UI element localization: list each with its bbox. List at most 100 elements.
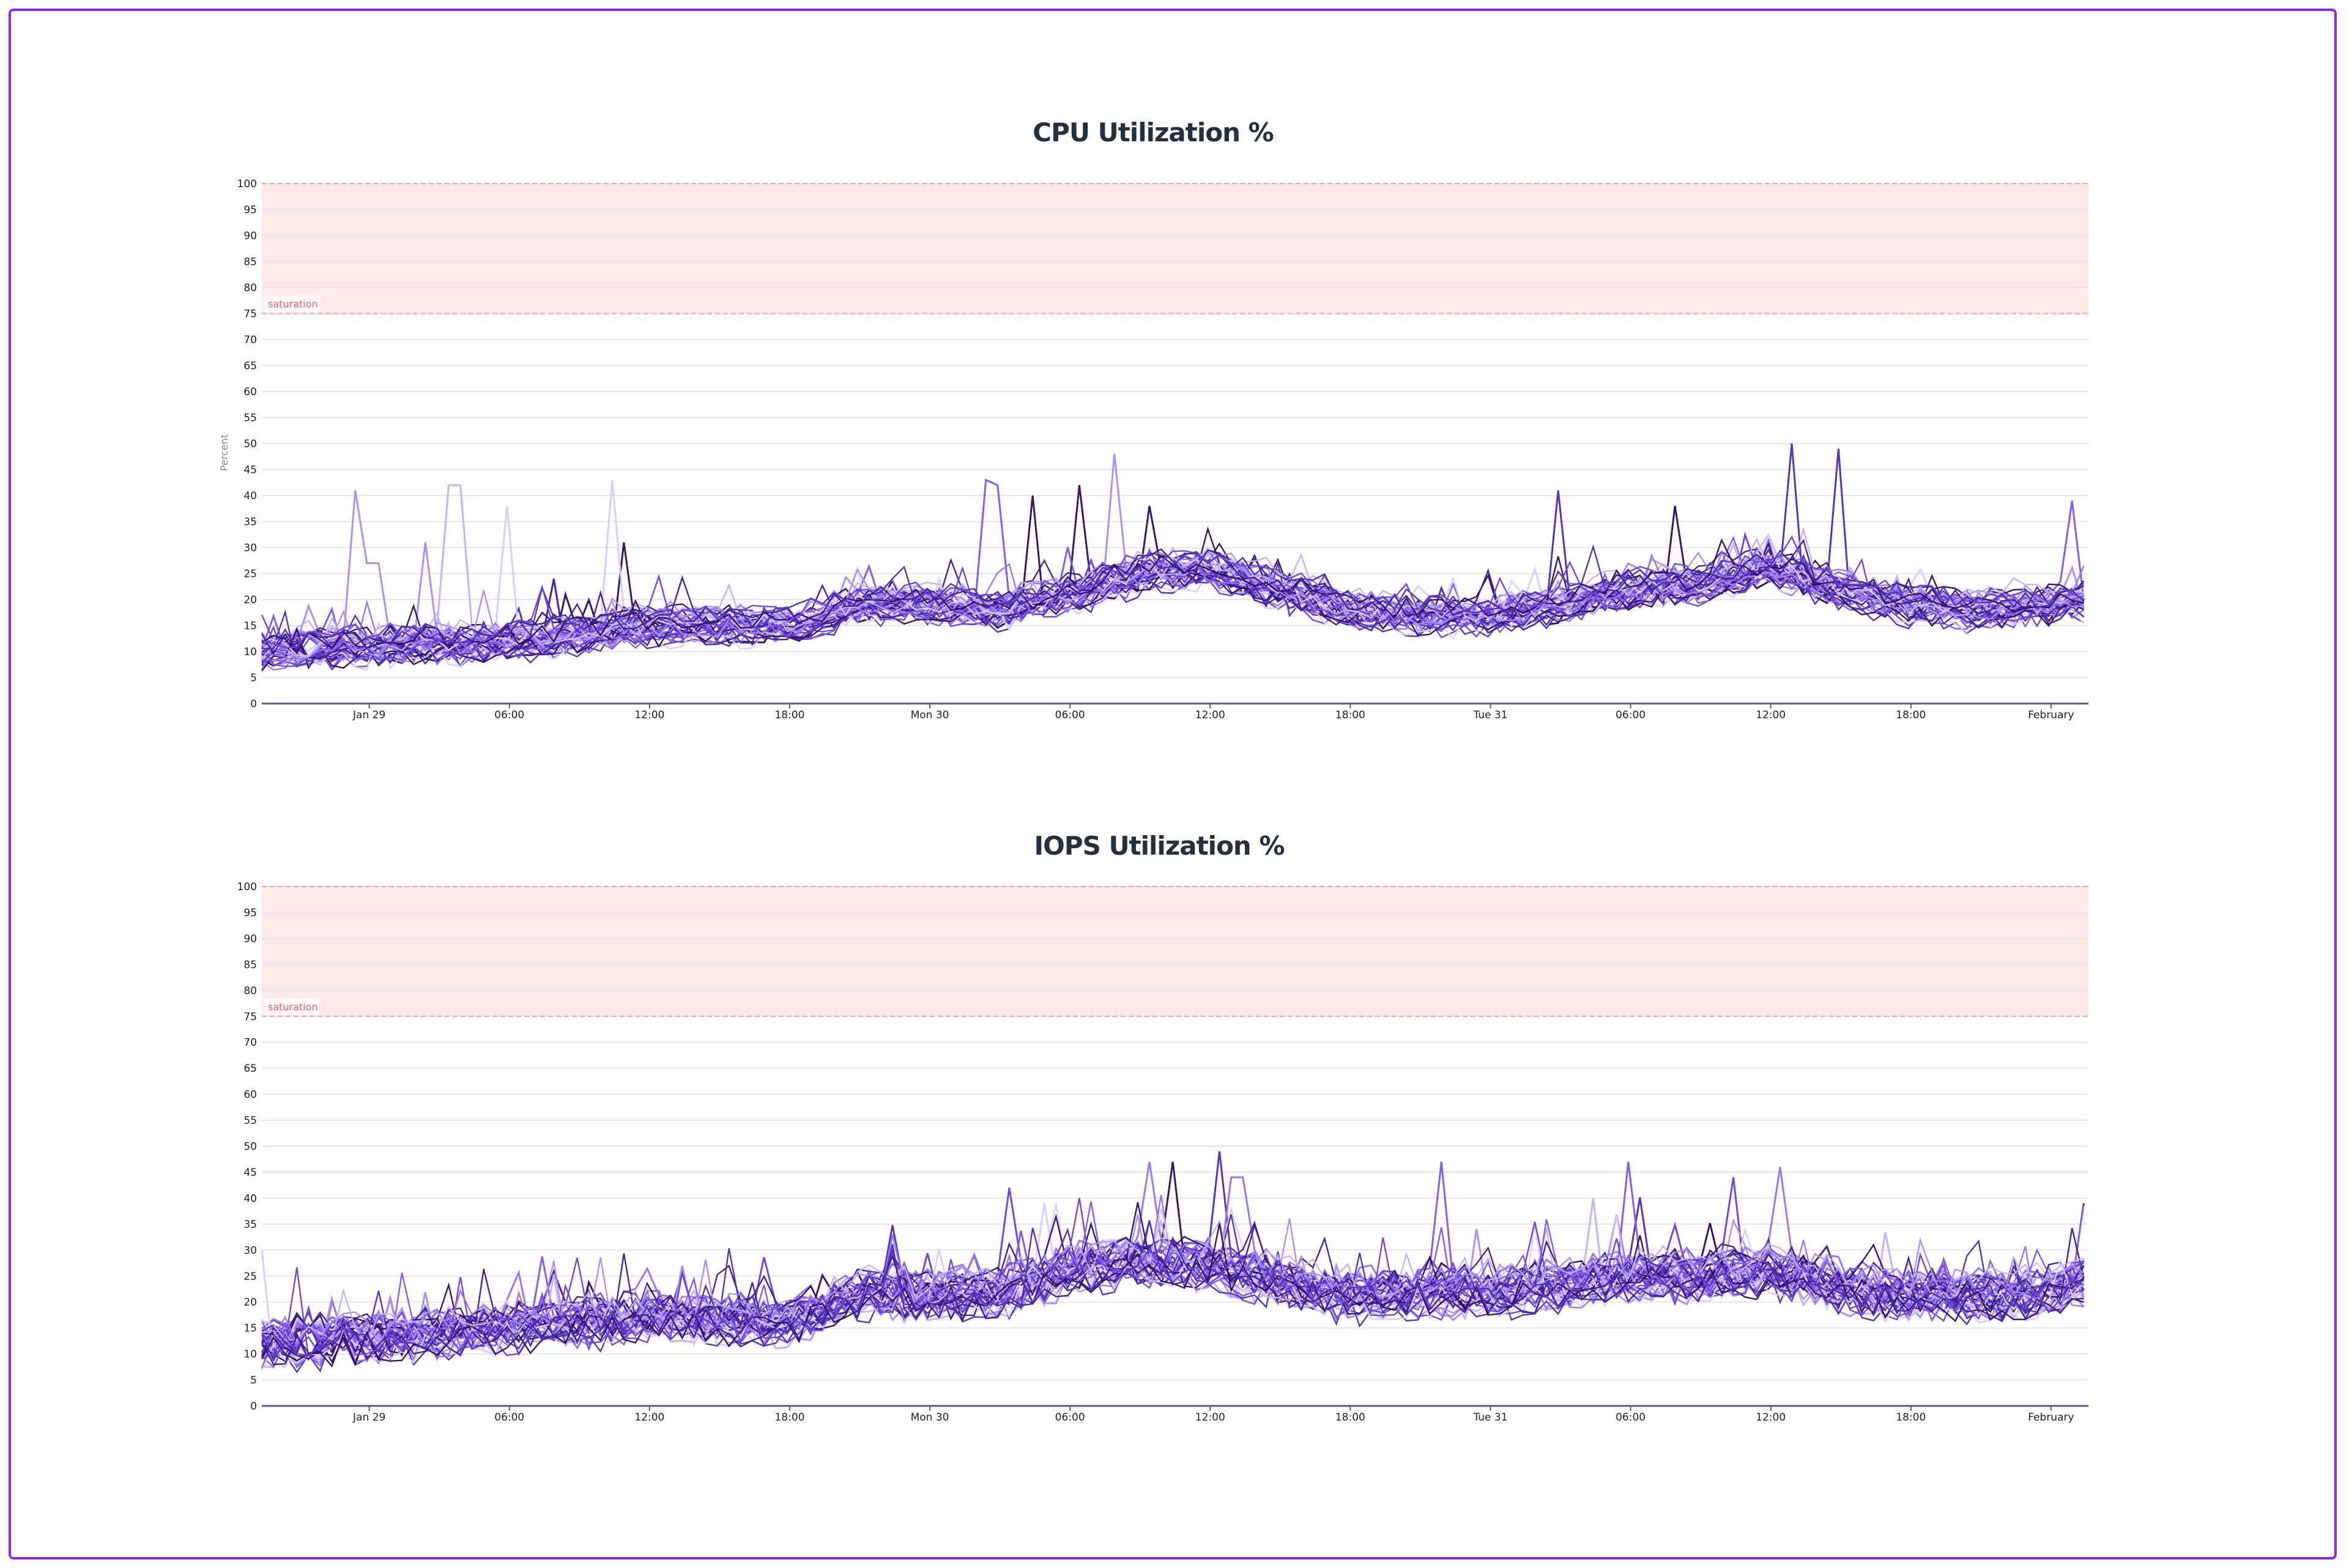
x-tick-label: Mon 30 (911, 1411, 949, 1424)
saturation-label: saturation (268, 1001, 318, 1013)
y-tick-label: 50 (243, 1141, 257, 1153)
utilization-series-line (261, 544, 2085, 650)
y-tick-label: 50 (243, 438, 257, 450)
y-tick-label: 0 (250, 1400, 257, 1413)
y-tick-label: 95 (243, 204, 257, 217)
utilization-series-line (261, 535, 2084, 649)
y-tick-label: 15 (243, 1323, 257, 1335)
x-tick-label: 18:00 (1896, 709, 1926, 721)
x-tick-label: Jan 29 (352, 1411, 385, 1424)
x-tick-label: 06:00 (1055, 1411, 1085, 1424)
saturation-band (262, 886, 2088, 1017)
utilization-series-line (261, 558, 2084, 661)
y-tick-label: 5 (250, 1375, 257, 1387)
x-tick-label: February (2028, 709, 2074, 721)
x-tick-label: 12:00 (1756, 709, 1786, 721)
x-tick-label: 12:00 (634, 1411, 664, 1424)
x-tick-label: 18:00 (1896, 1411, 1926, 1424)
utilization-series-line (261, 1220, 2085, 1362)
series-group (261, 443, 2085, 672)
utilization-series-line (261, 1214, 2084, 1358)
utilization-series-line (261, 1222, 2085, 1357)
y-axis-title: Percent (218, 434, 230, 471)
utilization-series-line (261, 1254, 2084, 1365)
x-tick-label: 12:00 (1195, 1411, 1225, 1424)
x-tick-label: 12:00 (1756, 1411, 1786, 1424)
y-tick-label: 45 (243, 1167, 257, 1179)
y-tick-label: 40 (243, 490, 257, 502)
cpu-utilization-chart: 0 5 10 15 20 25 30 35 40 45 50 55 60 65 70 75 80 85 90 95 10… (218, 178, 2088, 721)
y-tick-label: 95 (243, 907, 257, 919)
y-tick-label: 75 (243, 1011, 257, 1023)
x-tick-label: 06:00 (1616, 1411, 1646, 1424)
utilization-series-line (261, 526, 2084, 659)
y-tick-label: 5 (250, 672, 257, 685)
y-tick-label: 20 (243, 594, 257, 606)
y-tick-label: 70 (243, 334, 257, 346)
x-tick-label: 18:00 (774, 709, 804, 721)
y-tick-label: 25 (243, 568, 257, 581)
utilization-series-line (261, 573, 2085, 671)
y-axis: 0 5 10 15 20 25 30 35 40 45 50 55 60 65 70 75 80 85 90 95 10… (237, 881, 2088, 1413)
y-tick-label: 60 (243, 1089, 257, 1101)
x-tick-label: 06:00 (494, 1411, 524, 1424)
y-tick-label: 75 (243, 308, 257, 321)
y-tick-label: 20 (243, 1296, 257, 1309)
x-tick-label: 18:00 (1335, 1411, 1365, 1424)
x-axis: Jan 29 06:00 12:00 18:00 Mon 30 06:00 12:00 18:… (262, 702, 2088, 721)
y-tick-label: 90 (243, 230, 257, 242)
saturation-label: saturation (268, 299, 318, 310)
y-tick-label: 90 (243, 933, 257, 945)
x-tick-label: 12:00 (634, 709, 664, 721)
y-tick-label: 15 (243, 620, 257, 633)
y-tick-label: 85 (243, 256, 257, 269)
y-tick-label: 25 (243, 1271, 257, 1283)
x-tick-label: 06:00 (1616, 709, 1646, 721)
x-tick-label: February (2028, 1411, 2074, 1424)
utilization-series-line (261, 1247, 2085, 1359)
y-tick-label: 10 (243, 646, 257, 658)
saturation-band (262, 184, 2088, 314)
y-tick-label: 80 (243, 985, 257, 997)
utilization-series-line (261, 1238, 2085, 1355)
series-group (261, 1151, 2085, 1373)
y-tick-label: 0 (250, 698, 257, 710)
y-tick-label: 30 (243, 1244, 257, 1257)
y-tick-label: 55 (243, 1115, 257, 1127)
y-tick-label: 85 (243, 959, 257, 971)
y-tick-label: 65 (243, 1063, 257, 1075)
y-tick-label: 35 (243, 1219, 257, 1231)
x-tick-label: 18:00 (1335, 709, 1365, 721)
y-tick-label: 45 (243, 464, 257, 477)
iops-chart-title: IOPS Utilization % (1034, 831, 1285, 861)
utilization-series-line (261, 552, 2085, 663)
x-tick-label: Tue 31 (1472, 709, 1507, 721)
y-tick-label: 70 (243, 1037, 257, 1049)
x-tick-label: 06:00 (1055, 709, 1085, 721)
x-tick-label: Jan 29 (352, 709, 385, 721)
y-tick-label: 55 (243, 412, 257, 425)
y-tick-label: 100 (237, 881, 257, 893)
x-tick-label: Mon 30 (911, 709, 949, 721)
utilization-series-line (261, 1257, 2085, 1371)
y-tick-label: 30 (243, 542, 257, 554)
y-tick-label: 65 (243, 360, 257, 373)
y-tick-label: 100 (237, 178, 257, 190)
x-axis: Jan 29 06:00 12:00 18:00 Mon 30 06:00 12:00 18:… (262, 1405, 2088, 1424)
y-tick-label: 10 (243, 1348, 257, 1361)
x-tick-label: 18:00 (774, 1411, 804, 1424)
utilization-series-line (261, 533, 2085, 657)
utilization-series-line (261, 1197, 2085, 1352)
utilization-series-line (261, 538, 2085, 655)
x-tick-label: 12:00 (1195, 709, 1225, 721)
utilization-series-line (261, 1219, 2084, 1345)
cpu-chart-title: CPU Utilization % (1033, 117, 1274, 147)
x-tick-label: Tue 31 (1472, 1411, 1507, 1424)
y-tick-label: 80 (243, 282, 257, 294)
y-tick-label: 35 (243, 516, 257, 529)
utilization-series-line (261, 548, 2084, 667)
x-tick-label: 06:00 (494, 709, 524, 721)
y-tick-label: 60 (243, 386, 257, 398)
utilization-series-line (261, 535, 2084, 655)
